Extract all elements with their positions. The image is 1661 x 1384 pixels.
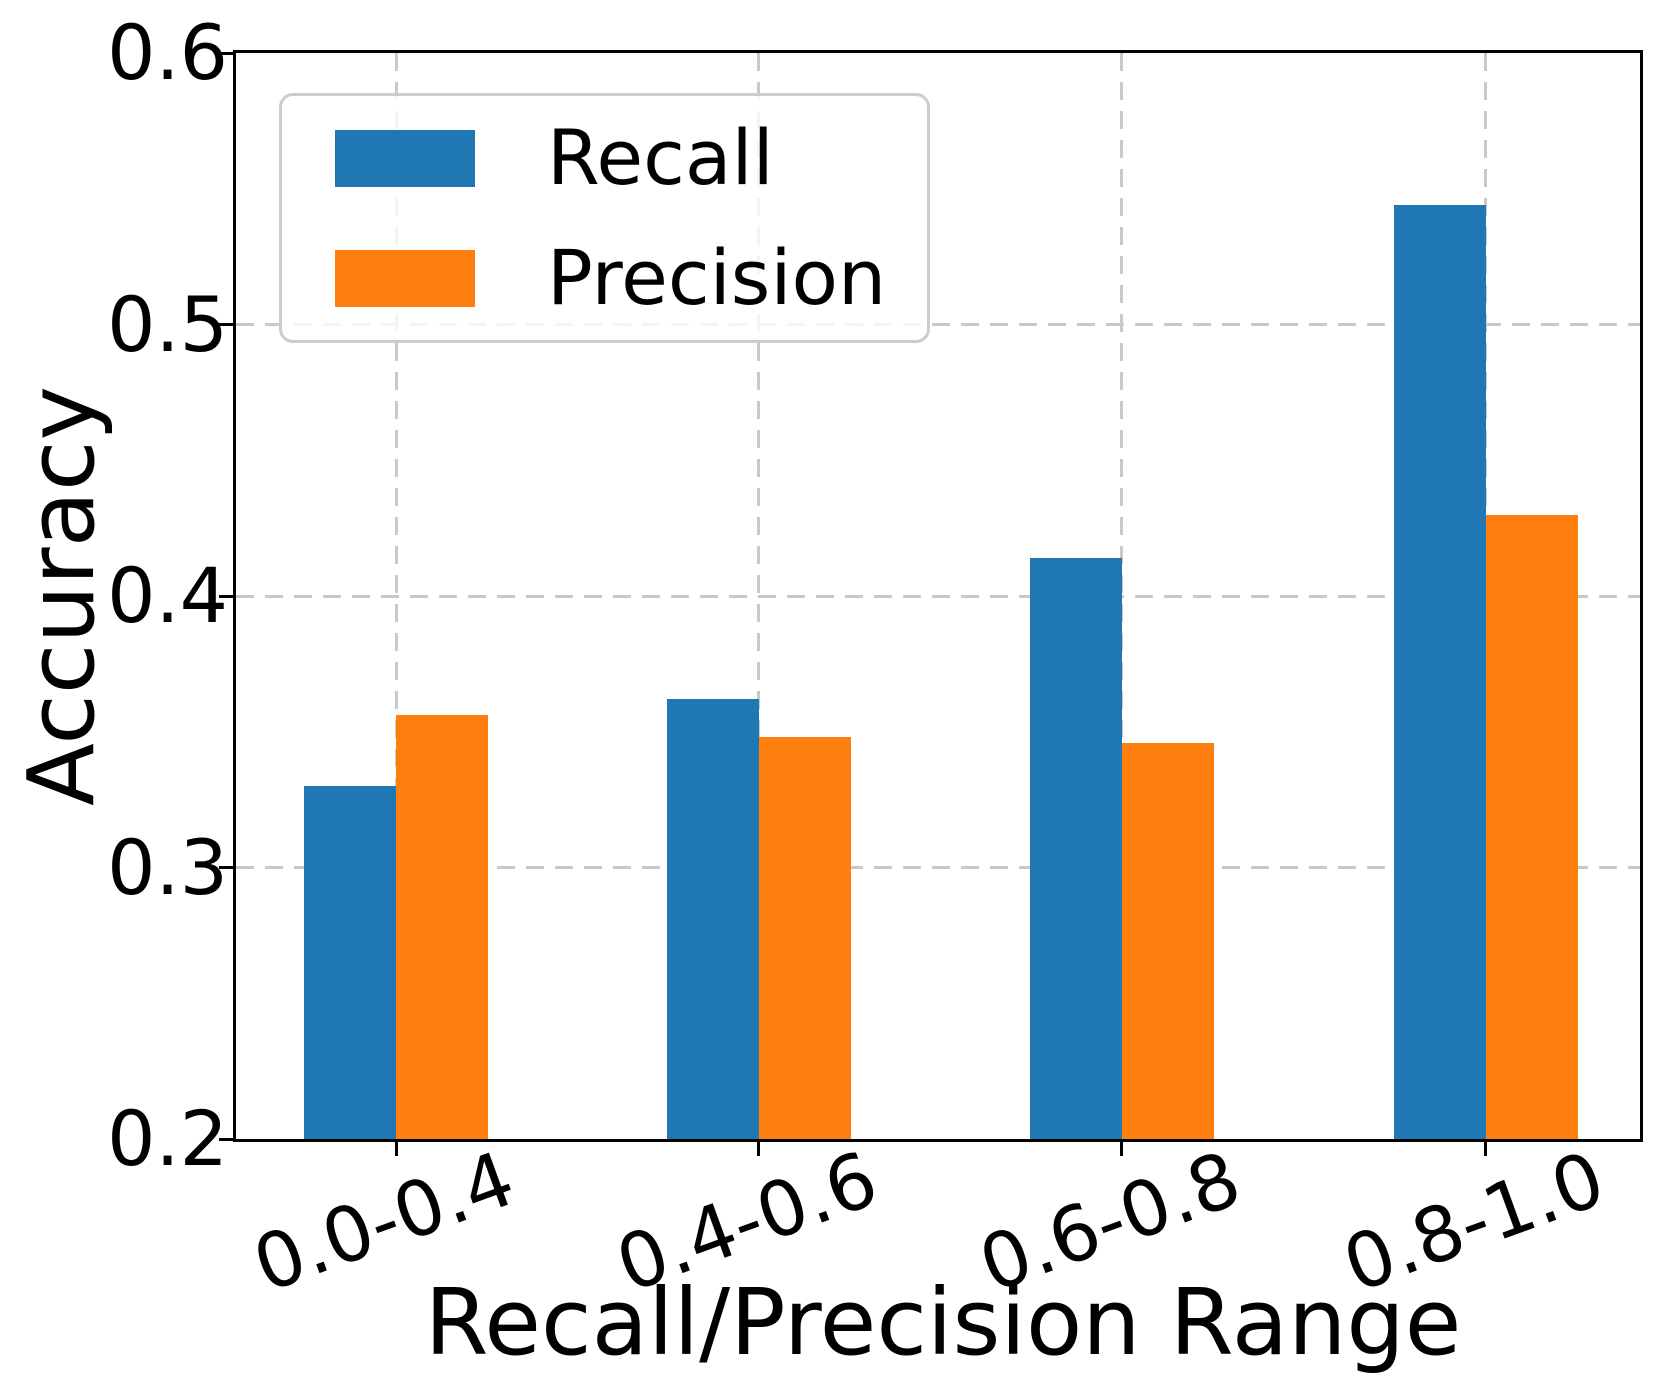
legend-label-recall: Recall bbox=[547, 113, 774, 202]
y-tick-mark-0.5 bbox=[219, 323, 233, 326]
legend-item-recall: Recall bbox=[335, 119, 927, 197]
gridline-vertical-0.4-0.6 bbox=[757, 53, 761, 1139]
y-tick-mark-0.3 bbox=[219, 866, 233, 869]
bar-precision-0.4-0.6 bbox=[758, 737, 851, 1139]
legend-swatch-recall bbox=[335, 129, 475, 187]
bar-precision-0.8-1.0 bbox=[1485, 514, 1578, 1139]
bar-precision-0.6-0.8 bbox=[1121, 742, 1214, 1139]
gridline-horizontal-0.3 bbox=[236, 866, 1640, 869]
y-tick-mark-0.4 bbox=[219, 594, 233, 598]
y-tick-mark-0.2 bbox=[219, 1137, 233, 1141]
y-tick-label-0.6: 0.6 bbox=[107, 8, 228, 97]
x-tick-mark-0.0-0.4 bbox=[394, 1142, 398, 1156]
bar-precision-0.0-0.4 bbox=[396, 715, 488, 1139]
x-axis-title: Recall/Precision Range bbox=[424, 1269, 1462, 1376]
gridline-vertical-0.0-0.4 bbox=[394, 53, 398, 1139]
y-tick-label-0.2: 0.2 bbox=[107, 1094, 228, 1183]
gridline-horizontal-0.4 bbox=[236, 594, 1640, 598]
x-tick-mark-0.8-1.0 bbox=[1484, 1142, 1488, 1156]
y-tick-label-0.3: 0.3 bbox=[107, 822, 228, 912]
bar-recall-0.6-0.8 bbox=[1029, 558, 1122, 1139]
bar-recall-0.4-0.6 bbox=[667, 699, 759, 1139]
legend-label-precision: Precision bbox=[547, 233, 887, 322]
y-tick-mark-0.6 bbox=[219, 51, 233, 55]
gridline-horizontal-0.5 bbox=[236, 323, 1640, 326]
legend-item-precision: Precision bbox=[335, 239, 927, 317]
legend: Recall Precision bbox=[279, 93, 930, 343]
bar-recall-0.8-1.0 bbox=[1393, 205, 1486, 1139]
bar-recall-0.0-0.4 bbox=[304, 786, 397, 1139]
x-tick-mark-0.6-0.8 bbox=[1120, 1142, 1124, 1156]
legend-swatch-precision bbox=[335, 249, 475, 307]
y-tick-label-0.5: 0.5 bbox=[107, 279, 228, 369]
y-tick-label-0.4: 0.4 bbox=[107, 551, 228, 640]
gridline-vertical-0.6-0.8 bbox=[1120, 53, 1124, 1139]
x-tick-mark-0.4-0.6 bbox=[757, 1142, 761, 1156]
plot-area: Recall Precision bbox=[233, 50, 1643, 1142]
